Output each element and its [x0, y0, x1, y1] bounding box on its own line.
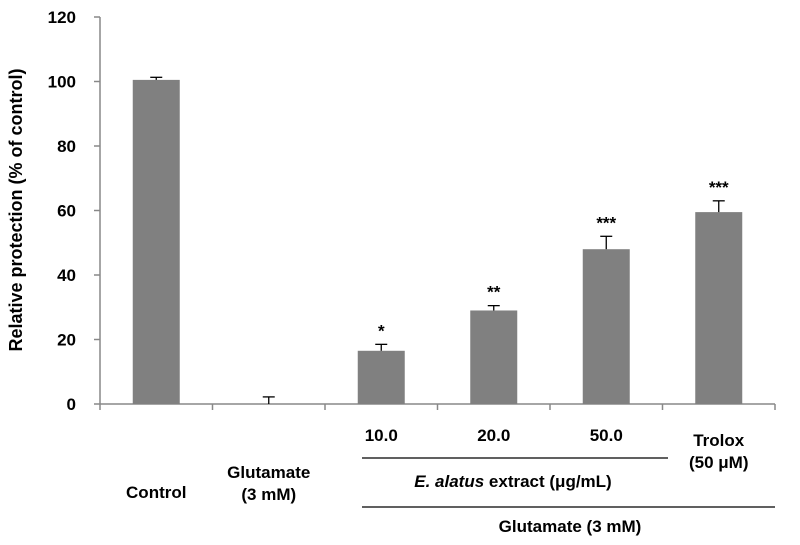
y-axis-ticks: 0 20 40 60 80 100 120 [48, 8, 100, 414]
category-label: Trolox (50 μM) [689, 431, 749, 472]
glutamate-group-label: Glutamate (3 mM) [499, 517, 642, 536]
category-label: 20.0 [477, 426, 510, 445]
y-tick-label: 80 [57, 137, 76, 156]
significance-label: ** [487, 283, 501, 302]
y-tick-label: 0 [67, 395, 76, 414]
category-label: 10.0 [365, 426, 398, 445]
significance-label: * [378, 321, 385, 340]
bars-group: ********* [132, 76, 743, 404]
bar [695, 212, 743, 404]
y-tick-label: 20 [57, 331, 76, 350]
y-tick-label: 100 [48, 73, 76, 92]
y-tick-label: 60 [57, 202, 76, 221]
category-label: Control [126, 483, 186, 502]
category-label: Glutamate (3 mM) [227, 463, 310, 504]
significance-label: *** [709, 178, 729, 197]
extract-group-label: E. alatus extract (μg/mL) [414, 472, 611, 491]
significance-label: *** [596, 213, 616, 232]
bar [582, 249, 630, 404]
y-tick-label: 120 [48, 8, 76, 27]
bar [470, 310, 518, 404]
category-labels: Control Glutamate (3 mM) 10.0 20.0 50.0 Trolox… [126, 426, 748, 504]
x-axis-category-ticks [99, 404, 776, 410]
y-tick-label: 40 [57, 266, 76, 285]
category-label: 50.0 [590, 426, 623, 445]
bar [132, 79, 180, 404]
bar [357, 350, 405, 404]
y-axis-label: Relative protection (% of control) [6, 68, 26, 351]
